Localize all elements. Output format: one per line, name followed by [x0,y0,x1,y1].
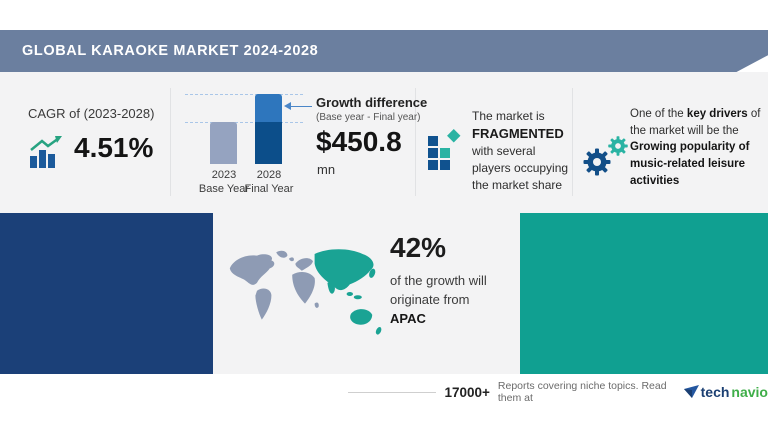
bar-caption-2028: 2028 Final Year [237,169,301,197]
growth-pointer-arrowhead-icon [284,102,291,110]
brand-tech: tech [700,384,730,400]
footer-divider [348,391,437,393]
fragmented-market-icon [428,129,461,170]
growth-difference-value: $450.8 [316,126,402,157]
header-bar: GLOBAL KARAOKE MARKET 2024-2028 [0,30,768,72]
page-title: GLOBAL KARAOKE MARKET 2024-2028 [22,43,319,59]
key-driver-bold2: Growing popularity of music-related leis… [630,141,750,187]
growth-difference-subtitle: (Base year - Final year) [316,112,421,123]
fragmented-line2: with several players occupying the marke… [472,143,569,192]
fragmented-keyword: FRAGMENTED [472,125,564,141]
gridline-base [185,122,303,123]
bar-year: 2028 [256,169,282,181]
apac-desc-text: of the growth will originate from [390,273,487,307]
world-map [229,249,382,335]
bar-label: Final Year [244,182,294,195]
cagr-value: 4.51% [74,132,154,163]
bar-caption-2023: 2023 Base Year [192,169,256,197]
bar-2028-final-year [255,94,282,164]
key-driver-middle: of the market will be the [630,108,761,137]
bar-year: 2023 [211,169,237,181]
growth-bars-icon [30,136,62,168]
gears-icon [583,136,628,176]
section-divider [170,88,171,196]
bar-2028-growth-segment [255,94,282,122]
footer-tagline: Reports covering niche topics. Read them… [497,380,667,404]
section-divider [572,88,573,196]
market-segmentation-panel: Market Segmentation By Application For v… [520,213,768,374]
apac-region-label: APAC [390,310,426,326]
bar-2028-base-segment [255,122,282,164]
key-driver-prefix: One of the [630,108,684,120]
growth-difference-unit: mn [317,162,336,177]
footer: 17000+ Reports covering niche topics. Re… [0,380,768,404]
fragmented-text: The market is FRAGMENTED with several pl… [472,108,576,193]
technavio-logo[interactable]: tech navio [683,384,768,400]
bar-label: Base Year [198,182,250,195]
technavio-arrow-icon [683,385,699,398]
growth-difference-title: Growth difference [316,95,428,110]
apac-growth-description: of the growth will originate from APAC [390,272,520,329]
bar-2023-base-year [210,122,237,164]
report-count: 17000+ [444,384,490,400]
section-divider [415,88,416,196]
growth-pointer-arrow [290,106,312,107]
key-players-panel: Key Players Acoosta Audio Video Solution… [0,213,213,374]
brand-navio: navio [731,384,768,400]
key-driver-bold1: key drivers [686,108,748,120]
fragmented-line1: The market is [472,109,545,123]
apac-growth-percent: 42% [390,232,447,263]
cagr-label: CAGR of (2023-2028) [28,106,155,121]
gridline-top [185,94,303,95]
key-driver-text: One of the key drivers of the market wil… [630,106,764,189]
